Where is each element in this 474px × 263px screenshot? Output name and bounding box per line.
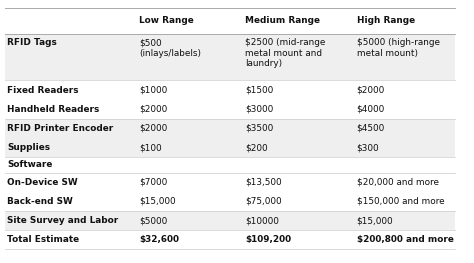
Text: $3000: $3000 [245, 105, 273, 114]
Bar [5, 8, 455, 34]
Bar [5, 34, 455, 80]
Bar [5, 119, 455, 138]
Bar [5, 230, 455, 249]
Text: $100: $100 [139, 143, 162, 152]
Bar [5, 100, 455, 119]
Text: $15,000: $15,000 [356, 216, 393, 225]
Text: $5000 (high-range
metal mount): $5000 (high-range metal mount) [356, 38, 439, 58]
Text: $5000: $5000 [139, 216, 167, 225]
Text: $150,000 and more: $150,000 and more [356, 197, 444, 206]
Text: $500
(inlays/labels): $500 (inlays/labels) [139, 38, 201, 58]
Text: $75,000: $75,000 [245, 197, 282, 206]
Bar [5, 192, 455, 211]
Text: $2500 (mid-range
metal mount and
laundry): $2500 (mid-range metal mount and laundry… [245, 38, 325, 68]
Text: $109,200: $109,200 [245, 235, 291, 244]
Text: RFID Printer Encoder: RFID Printer Encoder [7, 124, 113, 133]
Text: $1000: $1000 [139, 85, 167, 95]
Bar [5, 157, 455, 173]
Text: High Range: High Range [356, 16, 415, 25]
Text: Supplies: Supplies [7, 143, 50, 152]
Text: $15,000: $15,000 [139, 197, 176, 206]
Text: Handheld Readers: Handheld Readers [7, 105, 99, 114]
Text: Back-end SW: Back-end SW [7, 197, 73, 206]
Text: On-Device SW: On-Device SW [7, 178, 78, 187]
Bar [5, 80, 455, 100]
Text: Software: Software [7, 160, 52, 169]
Text: $7000: $7000 [139, 178, 167, 187]
Text: $13,500: $13,500 [245, 178, 282, 187]
Text: $200: $200 [245, 143, 267, 152]
Text: $4000: $4000 [356, 105, 385, 114]
Text: $32,600: $32,600 [139, 235, 179, 244]
Text: Fixed Readers: Fixed Readers [7, 85, 78, 95]
Text: $2000: $2000 [139, 124, 167, 133]
Text: $2000: $2000 [139, 105, 167, 114]
Text: $300: $300 [356, 143, 379, 152]
Text: $20,000 and more: $20,000 and more [356, 178, 438, 187]
Bar [5, 173, 455, 192]
Bar [5, 211, 455, 230]
Text: Site Survey and Labor: Site Survey and Labor [7, 216, 118, 225]
Text: RFID Tags: RFID Tags [7, 38, 56, 47]
Text: $10000: $10000 [245, 216, 279, 225]
Bar [5, 138, 455, 157]
Text: Low Range: Low Range [139, 16, 194, 25]
Text: $2000: $2000 [356, 85, 385, 95]
Text: Medium Range: Medium Range [245, 16, 320, 25]
Text: $3500: $3500 [245, 124, 273, 133]
Text: $200,800 and more: $200,800 and more [356, 235, 453, 244]
Text: Total Estimate: Total Estimate [7, 235, 79, 244]
Text: $4500: $4500 [356, 124, 385, 133]
Text: $1500: $1500 [245, 85, 273, 95]
